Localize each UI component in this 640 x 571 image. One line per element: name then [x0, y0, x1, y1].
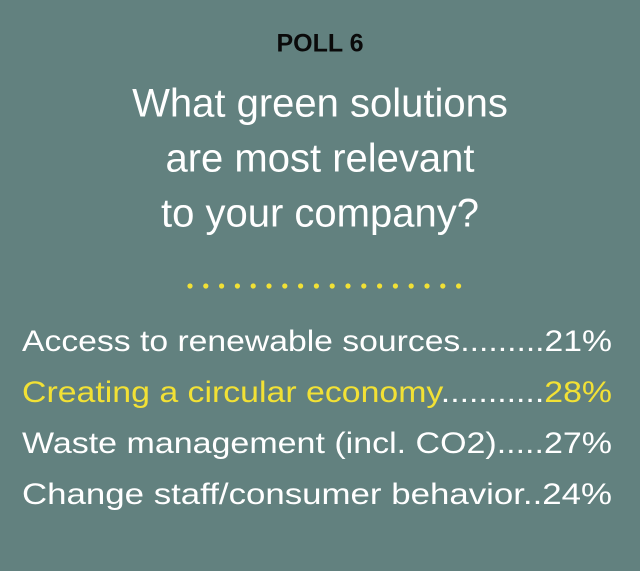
dot: [377, 283, 383, 289]
separator-dots: [187, 283, 462, 289]
poll-option: Access to renewable sources......... 21%: [22, 325, 612, 358]
question-line: are most relevant: [165, 137, 474, 181]
option-label: Access to renewable sources: [22, 325, 460, 358]
option-leader: .........: [460, 325, 544, 358]
dot: [345, 283, 351, 289]
dot: [282, 283, 288, 289]
option-leader: ...........: [441, 376, 544, 409]
option-value: 24%: [542, 478, 612, 511]
dot: [298, 283, 304, 289]
poll-option: Creating a circular economy........... 28…: [22, 376, 612, 409]
option-value: 28%: [544, 376, 612, 409]
dot: [203, 283, 209, 289]
option-leader: .....: [497, 427, 544, 460]
dot: [424, 283, 430, 289]
question-line: to your company?: [161, 192, 479, 236]
dot: [456, 283, 462, 289]
dot: [361, 283, 367, 289]
option-label: Creating a circular economy: [22, 376, 443, 409]
question-line: What green solutions: [132, 82, 508, 126]
dot: [219, 283, 225, 289]
dot: [329, 283, 335, 289]
dot: [313, 283, 319, 289]
dot: [187, 283, 193, 289]
poll-label: POLL 6: [276, 30, 363, 58]
poll-option: Waste management (incl. CO2)..... 27%: [22, 427, 612, 460]
option-leader: ..: [523, 478, 542, 511]
option-value: 27%: [544, 427, 612, 460]
dot: [266, 283, 272, 289]
option-label: Change staff/consumer behavior: [22, 478, 525, 511]
option-value: 21%: [545, 325, 612, 358]
dot: [408, 283, 414, 289]
option-label: Waste management (incl. CO2): [22, 427, 497, 460]
dot: [440, 283, 446, 289]
dot: [234, 283, 240, 289]
dot: [250, 283, 256, 289]
poll-option: Change staff/consumer behavior ..24%: [22, 478, 612, 511]
dot: [392, 283, 398, 289]
